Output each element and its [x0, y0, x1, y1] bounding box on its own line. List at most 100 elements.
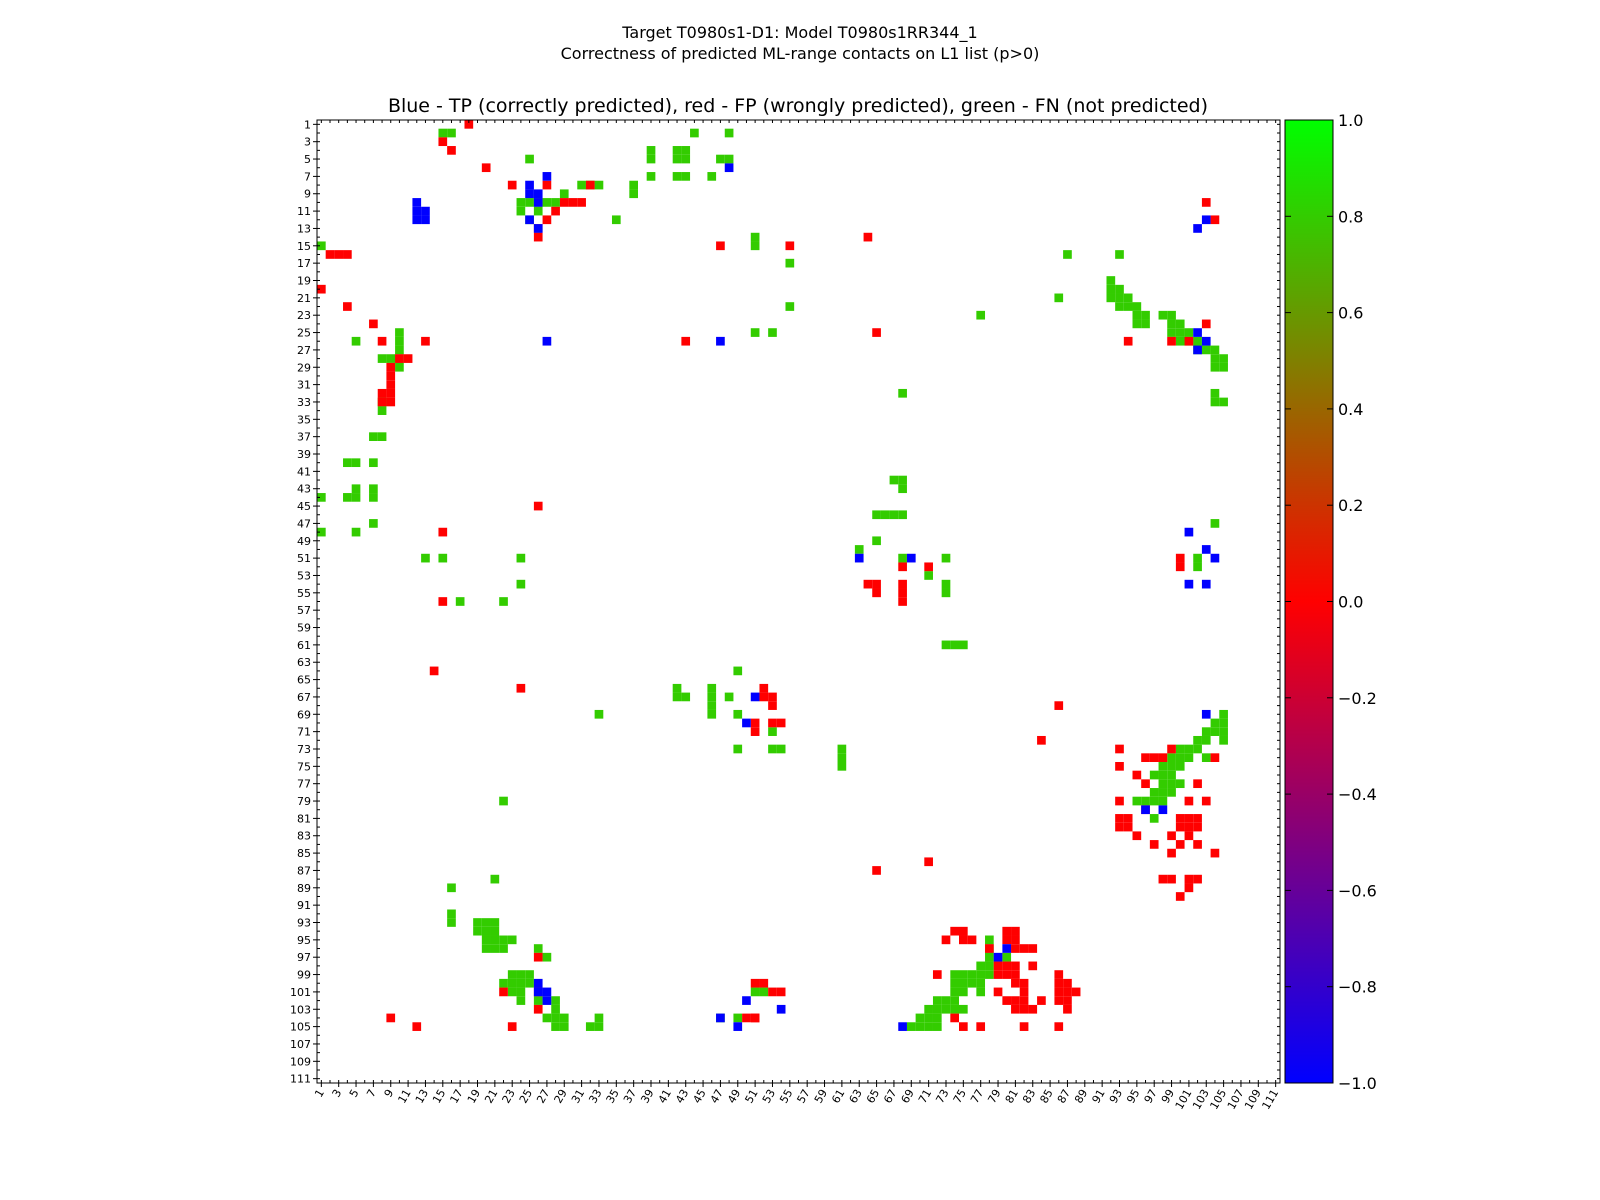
cell-fn-151: [837, 744, 847, 754]
y-tick-label: 55: [297, 587, 311, 600]
plot-frame: [316, 119, 1281, 1084]
x-tick-label: 3: [330, 1087, 345, 1100]
cell-fp-93: [1184, 831, 1194, 841]
cell-fn-92: [351, 484, 361, 494]
cell-fp-104: [1193, 874, 1202, 884]
cell-fn-45: [1123, 302, 1133, 311]
x-tick-label: 57: [795, 1087, 813, 1106]
x-tick-label: 101: [1173, 1087, 1195, 1112]
cell-fp-72: [1210, 753, 1220, 762]
x-tick-label: 11: [395, 1087, 413, 1106]
cell-fn-79: [386, 354, 396, 363]
y-tick-label: 109: [290, 1055, 311, 1068]
cell-fp-100: [872, 866, 881, 875]
cell-fn-152: [837, 753, 847, 762]
cell-fn-113: [421, 553, 430, 563]
cell-fp-42: [533, 501, 543, 511]
x-tick-label: 107: [1225, 1087, 1247, 1112]
y-tick-label: 57: [297, 604, 311, 617]
cell-fn-206: [967, 970, 977, 979]
cell-fn-145: [1201, 735, 1211, 745]
cell-fn-54: [1132, 319, 1142, 329]
cell-fp-146: [499, 987, 508, 997]
cell-fn-167: [1158, 779, 1168, 789]
plot-title: Blue - TP (correctly predicted), red - F…: [388, 95, 1208, 117]
x-tick-label: 73: [933, 1087, 951, 1106]
cell-fn-119: [941, 579, 951, 589]
cell-fn-127: [733, 666, 743, 676]
cell-fp-65: [1054, 701, 1064, 710]
cell-fn-67: [1201, 345, 1211, 355]
y-tick-label: 105: [290, 1021, 311, 1034]
cell-tp-14: [724, 163, 734, 173]
cell-fp-155: [976, 1022, 986, 1031]
y-tick-label: 29: [297, 361, 311, 374]
cell-tp-31: [542, 987, 552, 997]
y-tick-label: 77: [297, 778, 311, 791]
cell-tp-3: [421, 206, 430, 216]
cell-fp-136: [1037, 996, 1046, 1005]
cell-fn-182: [473, 918, 482, 927]
cell-fp-27: [377, 388, 387, 398]
contact-cells: [317, 120, 1228, 1031]
cell-fn-175: [1149, 796, 1159, 806]
cell-fn-52: [1158, 310, 1168, 320]
cell-fn-255: [447, 909, 456, 919]
cell-fp-121: [1028, 961, 1038, 971]
x-tick-label: 55: [777, 1087, 795, 1106]
cell-fn-84: [1219, 397, 1228, 407]
cell-fn-137: [733, 709, 743, 719]
y-tick-label: 67: [297, 691, 311, 704]
cell-fp-79: [1201, 796, 1211, 806]
cell-fn-233: [594, 1013, 604, 1023]
cell-fn-29: [533, 206, 543, 216]
cell-fn-207: [976, 970, 986, 979]
cell-fn-130: [672, 692, 682, 702]
cell-fn-246: [551, 1004, 560, 1014]
cell-fn-11: [724, 154, 734, 164]
cell-fn-95: [343, 493, 352, 502]
y-tick-label: 33: [297, 396, 311, 409]
cell-fn-143: [1219, 727, 1228, 736]
cell-fn-62: [1184, 328, 1194, 337]
cell-fp-111: [1002, 926, 1012, 936]
cell-fn-178: [1149, 814, 1159, 823]
cell-fn-53: [1167, 310, 1176, 320]
cell-fn-44: [1115, 302, 1124, 311]
cell-fn-230: [959, 1004, 968, 1014]
y-tick-label: 37: [297, 431, 311, 444]
cell-fn-144: [1193, 735, 1202, 745]
cell-fn-63: [1175, 336, 1185, 346]
x-tick-label: 67: [881, 1087, 899, 1106]
cell-tp-20: [854, 553, 864, 563]
x-tick-label: 9: [382, 1087, 397, 1100]
cell-fp-154: [959, 1022, 968, 1031]
cell-fn-14: [672, 172, 682, 181]
cell-tp-18: [1193, 345, 1202, 355]
x-tick-label: 79: [985, 1087, 1003, 1106]
cell-fn-106: [1210, 519, 1220, 528]
cell-tp-29: [733, 1022, 743, 1031]
cell-fn-159: [1184, 753, 1194, 762]
cell-fn-12: [525, 154, 534, 164]
y-tick-label: 43: [297, 483, 311, 496]
cell-fn-128: [672, 683, 682, 693]
cell-fn-238: [559, 1022, 569, 1031]
cell-fn-201: [507, 970, 517, 979]
cell-fp-152: [412, 1022, 422, 1031]
cell-fn-211: [516, 978, 526, 988]
cell-fp-62: [768, 718, 777, 728]
cell-fp-60: [768, 701, 777, 710]
cell-fp-137: [1002, 996, 1012, 1005]
cell-fn-220: [959, 987, 968, 997]
cell-fn-156: [1193, 744, 1202, 754]
cell-fn-235: [924, 1013, 933, 1023]
cell-fp-13: [533, 232, 543, 242]
cell-fp-157: [1054, 1022, 1064, 1031]
cell-fp-116: [1019, 944, 1029, 953]
x-tick-label: 53: [760, 1087, 778, 1106]
y-tick-label: 7: [304, 170, 311, 183]
cell-fp-5: [542, 180, 552, 190]
cell-fp-162: [759, 978, 769, 988]
cell-tp-33: [533, 987, 543, 997]
